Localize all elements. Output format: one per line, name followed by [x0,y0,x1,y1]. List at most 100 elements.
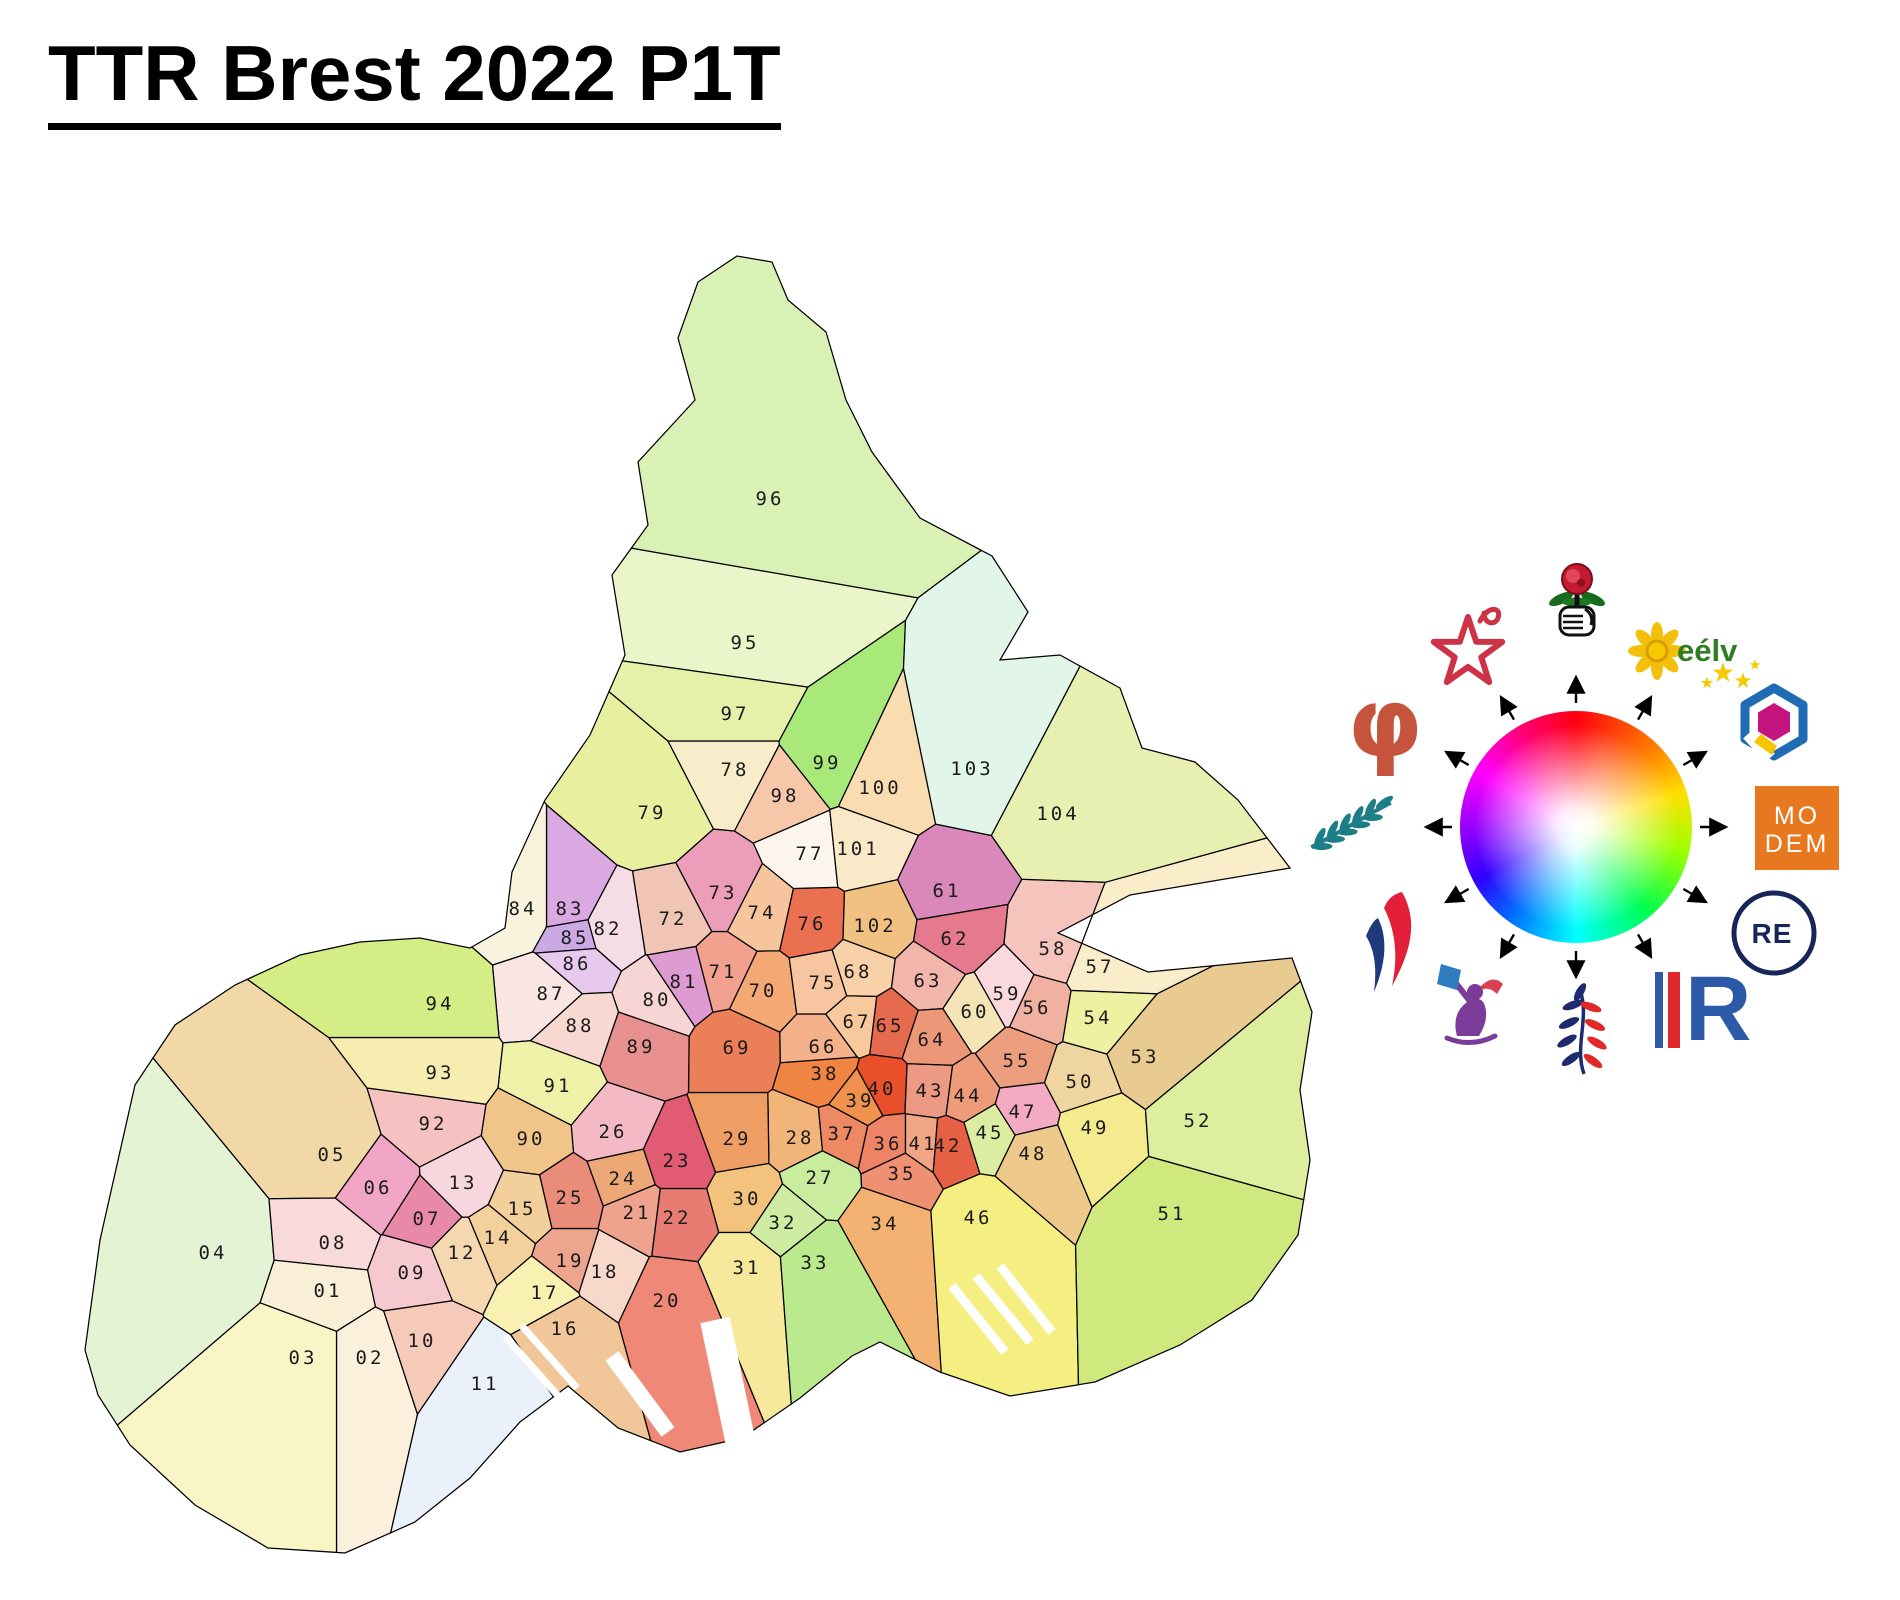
district-label-81: 81 [670,971,699,993]
modem-logo: MO DEM [1755,786,1839,870]
district-shape-20 [617,1255,766,1453]
district-shape-59 [973,942,1035,1029]
district-label-74: 74 [748,902,777,924]
district-label-71: 71 [709,961,738,983]
district-shape-86 [533,947,623,995]
district-shape-16 [509,1295,652,1442]
district-shape-34 [837,1186,942,1374]
district-shape-61 [896,823,1023,921]
district-label-75: 75 [809,972,838,994]
district-shape-26 [570,1081,666,1162]
district-shape-87 [491,951,584,1044]
district-label-42: 42 [934,1135,963,1157]
district-shape-49 [1057,1092,1150,1209]
district-label-53: 53 [1131,1046,1160,1068]
district-shape-67 [824,995,878,1059]
district-shape-92 [366,1087,487,1168]
district-label-37: 37 [828,1123,857,1145]
district-shape-58 [1003,878,1106,985]
district-shape-38 [771,1056,861,1108]
district-label-04: 04 [199,1242,228,1264]
district-label-43: 43 [916,1080,945,1102]
district-shape-79 [543,690,715,872]
district-shape-91 [497,1040,609,1126]
renaissance-label: RE [1752,918,1793,949]
district-label-98: 98 [771,785,800,807]
district-shape-03 [116,1302,338,1554]
district-label-08: 08 [319,1232,348,1254]
eelv-label: eélv [1677,633,1738,668]
district-label-77: 77 [796,843,825,865]
modem-label-line2: DEM [1765,830,1830,858]
district-shape-29 [686,1091,770,1174]
district-shape-31 [697,1231,792,1424]
harbor-cutouts [502,1263,1056,1482]
district-label-90: 90 [517,1128,546,1150]
district-label-64: 64 [918,1029,947,1051]
district-shape-41 [904,1112,939,1174]
district-shape-25 [538,1151,604,1230]
district-shape-01 [259,1259,377,1332]
district-shape-45 [963,1102,1016,1177]
district-label-32: 32 [769,1212,798,1234]
district-label-62: 62 [941,928,970,950]
district-label-33: 33 [801,1252,830,1274]
district-shape-63 [890,940,967,1011]
district-shape-14 [467,1203,537,1287]
district-label-89: 89 [627,1036,656,1058]
district-label-39: 39 [846,1090,875,1112]
district-label-28: 28 [786,1127,815,1149]
district-shape-72 [631,861,713,956]
district-label-56: 56 [1023,997,1052,1019]
district-label-99: 99 [813,752,842,774]
district-label-49: 49 [1081,1117,1110,1139]
district-shape-15 [487,1169,553,1245]
district-shape-77 [752,809,839,890]
district-label-44: 44 [954,1085,983,1107]
district-label-87: 87 [537,983,566,1005]
district-label-54: 54 [1084,1007,1113,1029]
district-label-25: 25 [556,1187,585,1209]
district-shape-08 [268,1197,382,1271]
district-label-51: 51 [1158,1203,1187,1225]
district-shape-53 [1106,957,1302,1111]
district-label-96: 96 [756,488,785,510]
district-label-05: 05 [318,1144,347,1166]
district-label-60: 60 [961,1001,990,1023]
district-shape-75 [788,949,848,1015]
red-star-icon [1434,606,1502,682]
district-shape-80 [611,953,696,1037]
district-label-69: 69 [723,1037,752,1059]
wheel-arrow [1634,695,1653,721]
hue-wheel [1460,711,1692,943]
district-shape-33 [779,1219,917,1406]
district-labels: 01 02 03 04 05 06 07 08 09 10 11 12 13 14 15 16 17 18 19 20… [199,488,1210,1395]
tricolor-laurel-icon [1557,983,1607,1075]
district-shape-21 [597,1183,661,1258]
district-shape-90 [480,1087,575,1176]
district-label-91: 91 [544,1075,573,1097]
wheel-arrow [1682,750,1708,769]
district-shape-100 [837,666,937,836]
district-label-19: 19 [556,1250,585,1272]
district-shape-56 [1008,973,1072,1046]
district-shape-02 [335,1306,419,1554]
district-label-61: 61 [933,880,962,902]
district-label-93: 93 [426,1062,455,1084]
district-shape-85 [531,919,597,954]
district-label-72: 72 [659,908,688,930]
district-label-100: 100 [858,777,901,799]
district-shape-88 [529,991,620,1068]
district-label-03: 03 [289,1347,318,1369]
wheel-arrow [1499,933,1518,959]
district-shape-103 [902,549,1081,837]
district-label-14: 14 [484,1227,513,1249]
district-label-103: 103 [950,758,993,780]
district-shape-48 [994,1124,1093,1247]
district-label-86: 86 [563,953,592,975]
district-shape-89 [599,1011,690,1102]
district-label-07: 07 [413,1208,442,1230]
olive-branch-icon [1310,795,1394,851]
district-label-50: 50 [1066,1071,1095,1093]
